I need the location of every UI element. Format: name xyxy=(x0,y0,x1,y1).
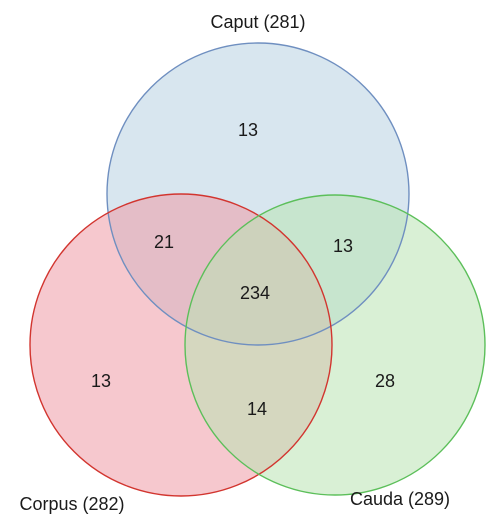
cauda-circle xyxy=(185,195,485,495)
venn-outlines xyxy=(29,42,486,497)
corpus-cauda-count: 14 xyxy=(247,399,267,419)
corpus-label: Corpus (282) xyxy=(19,494,124,514)
caput-cauda-count: 13 xyxy=(333,236,353,256)
corpus-outline xyxy=(29,193,333,497)
venn-circles xyxy=(30,43,485,496)
caput-label: Caput (281) xyxy=(210,12,305,32)
cauda-outline xyxy=(184,194,486,496)
caput-corpus-count: 21 xyxy=(154,232,174,252)
caput-outline xyxy=(106,42,410,346)
cauda-label: Cauda (289) xyxy=(350,489,450,509)
all-three-count: 234 xyxy=(240,283,270,303)
cauda-only-count: 28 xyxy=(375,371,395,391)
caput-only-count: 13 xyxy=(238,120,258,140)
corpus-only-count: 13 xyxy=(91,371,111,391)
